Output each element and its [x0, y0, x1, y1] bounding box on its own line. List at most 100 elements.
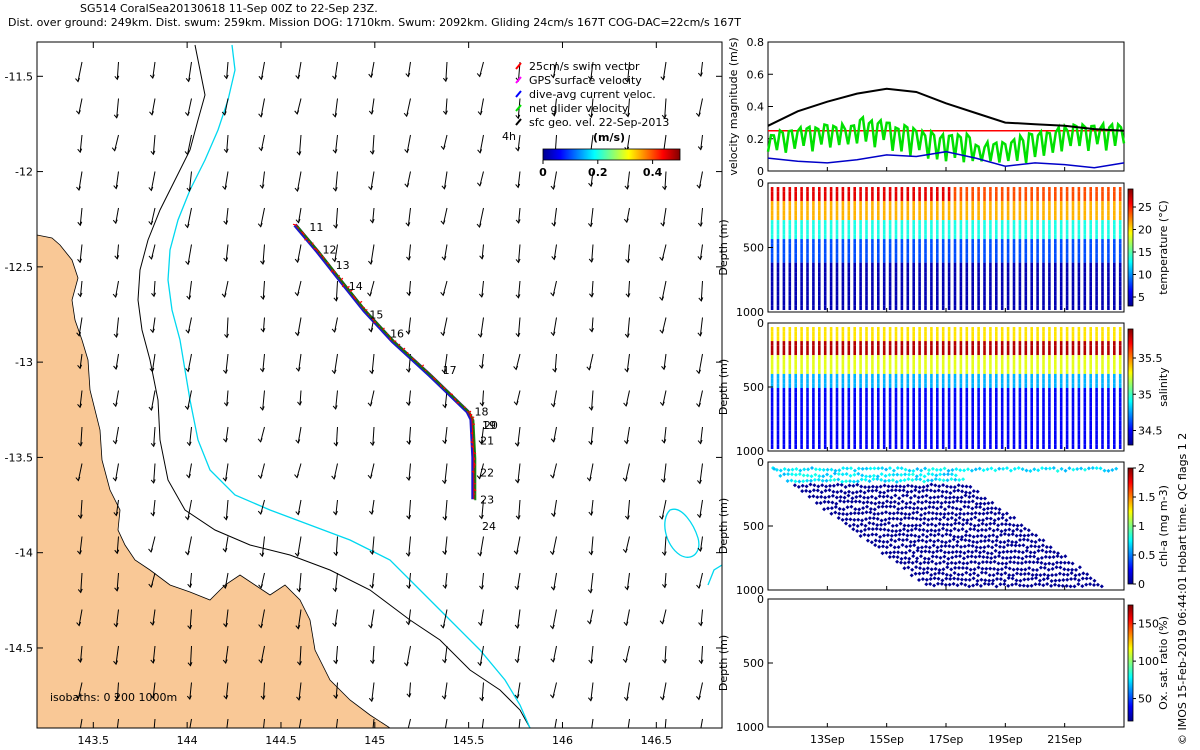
section-sample	[965, 300, 969, 306]
section-sample	[989, 392, 992, 398]
section-sample	[882, 239, 886, 244]
section-sample	[907, 468, 912, 473]
section-sample	[776, 272, 780, 277]
section-sample	[906, 341, 910, 346]
section-sample	[900, 272, 904, 277]
section-sample	[812, 253, 815, 258]
section-sample	[1054, 430, 1057, 435]
credit-text: © IMOS 15-Feb-2019 06:44:01 Hobart time.…	[1176, 432, 1189, 745]
section-sample	[1001, 466, 1006, 471]
section-sample	[972, 523, 977, 528]
section-sample	[800, 392, 803, 398]
section-sample	[951, 500, 956, 505]
section-sample	[1107, 291, 1110, 296]
section-sample	[1048, 439, 1051, 445]
section-sample	[800, 397, 803, 403]
velocity-arrow	[149, 98, 156, 116]
section-sample	[947, 500, 952, 505]
section-sample	[930, 355, 933, 360]
section-sample	[822, 507, 827, 512]
section-sample	[1030, 359, 1033, 365]
velocity-arrow	[186, 682, 192, 700]
section-sample	[829, 229, 833, 235]
section-sample	[894, 406, 898, 412]
section-sample	[865, 420, 868, 426]
section-sample	[900, 406, 904, 412]
section-sample	[1065, 327, 1069, 332]
section-sample	[1059, 229, 1063, 235]
section-sample	[900, 229, 904, 235]
section-sample	[939, 581, 944, 586]
section-sample	[877, 402, 880, 407]
section-sample	[906, 430, 910, 435]
section-sample	[788, 262, 792, 268]
section-sample	[959, 300, 963, 306]
section-sample	[871, 359, 874, 365]
section-sample	[818, 248, 821, 254]
section-sample	[936, 364, 939, 370]
section-sample	[1012, 276, 1016, 282]
section-sample	[960, 484, 965, 489]
section-sample	[965, 439, 969, 445]
section-sample	[782, 234, 786, 240]
section-sample	[873, 501, 878, 506]
section-sample	[829, 224, 833, 230]
section-sample	[1077, 234, 1081, 240]
section-sample	[1030, 224, 1033, 230]
velocity-arrow	[113, 499, 119, 517]
section-sample	[882, 527, 887, 532]
section-sample	[1042, 234, 1045, 240]
section-sample	[1012, 350, 1016, 356]
section-sample	[1077, 378, 1081, 384]
section-sample	[1095, 224, 1098, 230]
section-colorbar-tick-label: 35.5	[1138, 352, 1163, 365]
section-sample	[924, 383, 927, 388]
section-sample	[877, 262, 880, 268]
section-sample	[989, 224, 992, 230]
section-sample	[1065, 257, 1069, 263]
map-x-tick-label: 145	[364, 734, 385, 747]
section-sample	[1018, 402, 1022, 407]
section-sample	[971, 187, 974, 192]
velocity-arrow	[515, 499, 521, 520]
velocity-arrow	[515, 134, 521, 152]
section-sample	[936, 388, 939, 393]
section-sample	[936, 411, 939, 417]
section-sample	[1030, 191, 1033, 197]
section-sample	[847, 286, 851, 292]
section-sample	[859, 341, 862, 346]
section-sample	[998, 544, 1002, 549]
section-sample	[947, 359, 951, 365]
section-sample	[1089, 205, 1092, 211]
section-sample	[956, 534, 961, 539]
section-sample	[947, 276, 951, 282]
section-sample	[1059, 466, 1064, 471]
section-sample	[1113, 291, 1116, 296]
section-sample	[918, 383, 921, 388]
section-sample	[776, 295, 780, 301]
section-sample	[788, 444, 792, 449]
section-sample	[1065, 187, 1069, 192]
section-sample	[871, 305, 874, 310]
section-sample	[1076, 582, 1081, 587]
section-sample	[993, 555, 998, 560]
swim-vector	[469, 413, 472, 417]
section-sample	[1048, 210, 1051, 216]
section-sample	[1071, 286, 1075, 292]
section-sample	[909, 573, 914, 578]
section-sample	[924, 191, 927, 197]
section-sample	[959, 537, 964, 542]
section-sample	[941, 224, 945, 230]
section-sample	[963, 533, 968, 538]
section-sample	[1077, 262, 1081, 268]
section-sample	[930, 220, 933, 225]
section-sample	[894, 364, 898, 370]
section-sample	[841, 392, 845, 398]
section-sample	[806, 378, 809, 384]
section-sample	[1113, 444, 1116, 449]
section-sample	[859, 416, 862, 421]
section-sample	[1024, 373, 1028, 379]
section-sample	[1042, 397, 1045, 403]
section-sample	[1118, 281, 1122, 287]
